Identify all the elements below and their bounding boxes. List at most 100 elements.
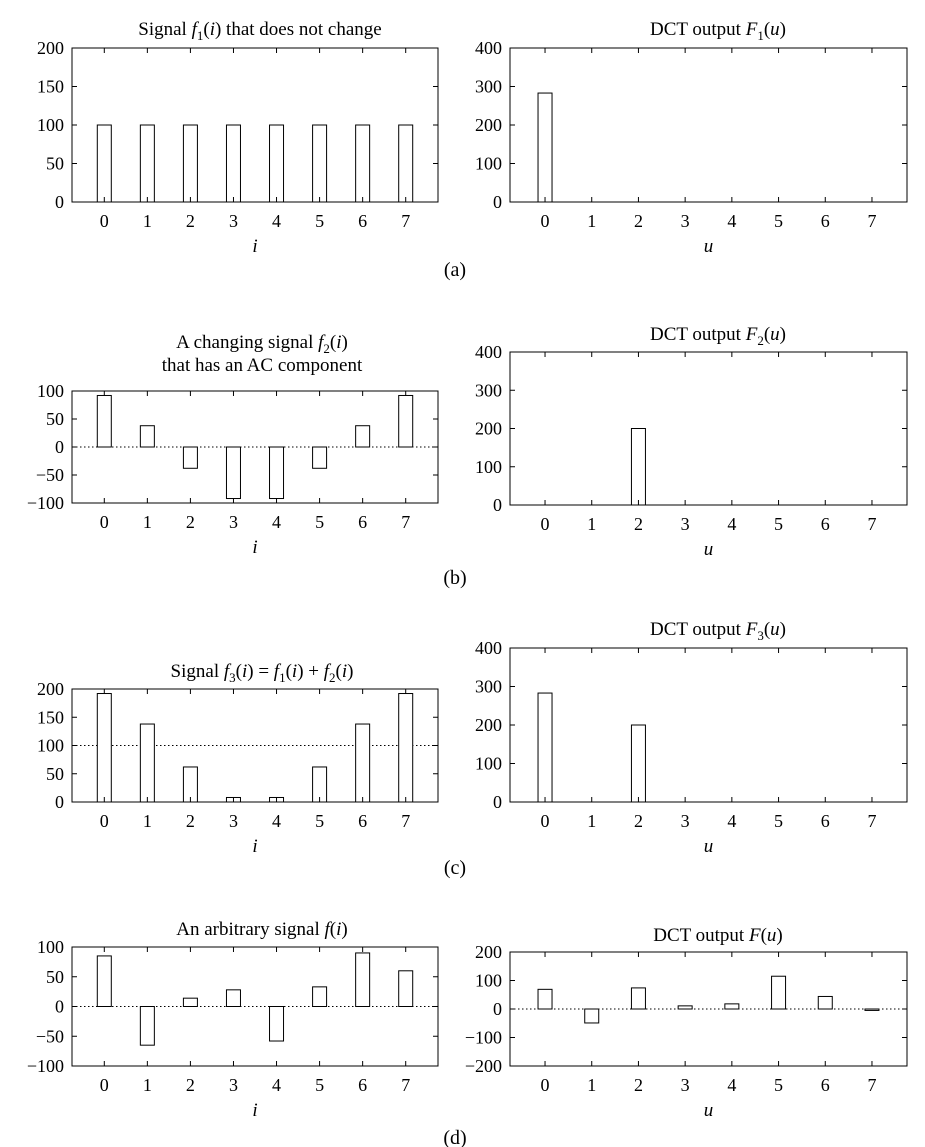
xtick-label-b-right-7: 7 <box>867 514 876 534</box>
xtick-label-c-right-7: 7 <box>867 811 876 831</box>
panel-a-right-title: DCT output F1(u) <box>650 19 786 43</box>
xtick-label-d-right-3: 3 <box>681 1075 690 1095</box>
plot-frame-a-right <box>509 47 908 203</box>
bar-a-left-1 <box>139 124 155 203</box>
caption-b: (b) <box>443 567 466 589</box>
panel-d-right: −200 −100 0 100 200 0 1 2 3 4 5 6 7 u <box>465 942 908 1121</box>
x-axis-label-c-right: u <box>704 836 714 857</box>
bar-b-right-2 <box>630 428 646 506</box>
bar-a-left-6 <box>355 124 371 203</box>
xtick-label-a-left-0: 0 <box>100 211 109 231</box>
bar-b-left-3 <box>225 446 241 500</box>
xtick-label-c-left-0: 0 <box>100 811 109 831</box>
ytick-label-c-right-4: 400 <box>475 638 502 658</box>
caption-c: (c) <box>444 857 466 879</box>
ytick-label-d-left-3: 50 <box>46 967 64 987</box>
bar-c-left-1 <box>139 723 155 803</box>
plot-frame-d-left <box>71 946 439 1067</box>
xtick-label-b-left-0: 0 <box>100 512 109 532</box>
ytick-label-a-left-1: 50 <box>46 154 64 174</box>
panel-c-right: 0 100 200 300 400 0 1 2 3 4 5 6 7 u <box>475 638 908 857</box>
ytick-label-d-right-4: 200 <box>475 942 502 962</box>
xtick-label-a-right-5: 5 <box>774 211 783 231</box>
bar-d-right-0 <box>537 988 553 1010</box>
bar-d-left-7 <box>398 970 414 1007</box>
ytick-label-b-right-4: 400 <box>475 342 502 362</box>
x-axis-label-b-left: i <box>252 537 257 558</box>
panel-a-left: 0 50 100 150 200 0 1 2 3 4 5 6 7 i <box>37 38 439 257</box>
xtick-label-c-right-1: 1 <box>587 811 596 831</box>
ytick-label-c-right-2: 200 <box>475 715 502 735</box>
xtick-label-d-left-1: 1 <box>143 1075 152 1095</box>
bar-b-left-5 <box>312 446 328 469</box>
xtick-label-b-left-4: 4 <box>272 512 281 532</box>
x-axis-label-d-left: i <box>252 1100 257 1121</box>
plot-frame-a-left <box>71 47 439 203</box>
xtick-label-a-left-1: 1 <box>143 211 152 231</box>
bar-d-left-4 <box>269 1006 285 1042</box>
svg-text:Signal f1(i) that does not cha: Signal f1(i) that does not change <box>138 19 381 43</box>
xtick-label-b-left-2: 2 <box>186 512 195 532</box>
panel-b-right-title: DCT output F2(u) <box>650 324 786 348</box>
xtick-label-b-left-5: 5 <box>315 512 324 532</box>
ytick-label-a-left-0: 0 <box>55 192 64 212</box>
xtick-label-c-left-4: 4 <box>272 811 281 831</box>
xtick-label-b-right-4: 4 <box>727 514 736 534</box>
bar-d-left-3 <box>225 989 241 1008</box>
ytick-label-a-right-3: 300 <box>475 77 502 97</box>
xtick-label-d-left-0: 0 <box>100 1075 109 1095</box>
ytick-label-b-left-1: −50 <box>36 465 64 485</box>
ytick-label-a-left-4: 200 <box>37 38 64 58</box>
bar-c-right-2 <box>630 724 646 803</box>
xtick-label-d-right-6: 6 <box>821 1075 830 1095</box>
panel-b-left-title: A changing signal f2(i) that has an AC c… <box>162 332 363 376</box>
ytick-label-b-left-3: 50 <box>46 409 64 429</box>
ytick-label-c-left-3: 150 <box>37 707 64 727</box>
xtick-label-d-right-0: 0 <box>541 1075 550 1095</box>
bar-a-left-7 <box>398 124 414 203</box>
bar-a-left-2 <box>182 124 198 203</box>
bar-c-left-5 <box>312 766 328 803</box>
plot-frame-b-right <box>509 351 908 506</box>
xtick-label-a-right-6: 6 <box>821 211 830 231</box>
xtick-label-d-left-3: 3 <box>229 1075 238 1095</box>
xtick-label-d-right-2: 2 <box>634 1075 643 1095</box>
ytick-label-d-right-2: 0 <box>493 999 502 1019</box>
xtick-label-c-right-3: 3 <box>681 811 690 831</box>
panel-c-left-title: Signal f3(i) = f1(i) + f2(i) <box>171 661 354 685</box>
xtick-label-c-right-6: 6 <box>821 811 830 831</box>
bar-a-left-3 <box>225 124 241 203</box>
xtick-label-a-left-5: 5 <box>315 211 324 231</box>
caption-d: (d) <box>443 1127 466 1147</box>
panel-d-left: −100 −50 0 50 100 0 1 2 3 4 5 6 7 i <box>27 937 439 1121</box>
bar-a-left-5 <box>312 124 328 203</box>
xtick-label-c-left-7: 7 <box>401 811 410 831</box>
ytick-label-c-left-2: 100 <box>37 736 64 756</box>
xtick-label-b-left-6: 6 <box>358 512 367 532</box>
bar-d-left-2 <box>182 997 198 1007</box>
ytick-label-d-right-1: −100 <box>465 1028 502 1048</box>
bar-a-left-4 <box>269 124 285 203</box>
xtick-label-b-left-3: 3 <box>229 512 238 532</box>
panel-b-right: 0 100 200 300 400 0 1 2 3 4 5 6 7 u <box>475 342 908 560</box>
ytick-label-b-right-0: 0 <box>493 495 502 515</box>
bar-d-right-1 <box>584 1008 600 1024</box>
xtick-label-a-left-6: 6 <box>358 211 367 231</box>
ytick-label-d-right-3: 100 <box>475 971 502 991</box>
xtick-label-d-left-7: 7 <box>401 1075 410 1095</box>
bar-a-right-0 <box>537 92 553 203</box>
x-axis-label-a-right: u <box>704 236 714 257</box>
ytick-label-b-left-4: 100 <box>37 381 64 401</box>
xtick-label-d-right-4: 4 <box>727 1075 736 1095</box>
xtick-label-a-right-4: 4 <box>727 211 736 231</box>
x-axis-label-b-right: u <box>704 539 714 560</box>
ytick-label-b-right-2: 200 <box>475 419 502 439</box>
xtick-label-b-left-1: 1 <box>143 512 152 532</box>
bar-d-right-2 <box>630 987 646 1010</box>
svg-text:DCT output F(u): DCT output F(u) <box>653 925 782 946</box>
bar-c-left-2 <box>182 766 198 803</box>
bar-c-left-7 <box>398 693 414 803</box>
bar-d-right-3 <box>677 1005 693 1010</box>
ytick-label-b-left-2: 0 <box>55 437 64 457</box>
bar-c-left-6 <box>355 723 371 803</box>
